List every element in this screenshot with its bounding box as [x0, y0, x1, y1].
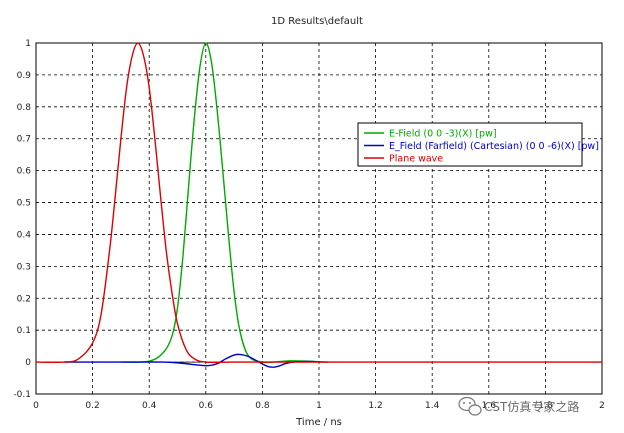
legend-label-3: Plane wave	[389, 154, 443, 165]
x-tick-label: 1.8	[538, 401, 553, 411]
chart-title: 1D Results\default	[271, 16, 363, 27]
watermark-text: CST仿真专家之路	[484, 399, 579, 414]
y-tick-label: 0.1	[17, 326, 31, 336]
y-tick-label: -0.1	[13, 390, 31, 400]
y-tick-label: 0.3	[17, 262, 31, 272]
x-tick-label: 1.2	[368, 401, 382, 411]
y-tick-label: 1	[25, 39, 31, 49]
legend: E-Field (0 0 -3)(X) [pw]E_Field (Farfiel…	[357, 122, 599, 167]
y-tick-label: 0.5	[17, 199, 31, 209]
legend-label-2: E_Field (Farfield) (Cartesian) (0 0 -6)(…	[389, 141, 599, 152]
y-tick-label: 0.9	[17, 71, 32, 81]
watermark: CST仿真专家之路	[458, 396, 579, 416]
plot-area	[35, 42, 603, 395]
x-tick-label: 0.8	[255, 401, 270, 411]
series-group	[35, 42, 602, 368]
x-tick-label: 1	[316, 401, 322, 411]
y-axis-ticks: -0.1 0 0.1 0.2 0.3 0.4 0.5 0.6 0.7 0.8 0.9 1	[13, 39, 31, 400]
y-tick-label: 0.6	[17, 167, 32, 177]
x-axis-label: Time / ns	[295, 417, 342, 428]
y-tick-label: 0.2	[17, 294, 31, 304]
x-tick-label: 1.6	[482, 401, 497, 411]
x-axis-ticks: 0 0.2 0.4 0.6 0.8 1 1.2 1.4 1.6 1.8 2	[33, 401, 605, 411]
y-tick-label: 0.4	[17, 230, 32, 240]
x-tick-label: 1.4	[425, 401, 440, 411]
grid	[36, 43, 602, 394]
x-tick-label: 0.2	[85, 401, 99, 411]
legend-box	[357, 122, 583, 167]
y-tick-label: 0.8	[17, 103, 32, 113]
series-line-3	[35, 42, 602, 364]
legend-label-1: E-Field (0 0 -3)(X) [pw]	[389, 129, 497, 140]
x-tick-label: 0	[33, 401, 39, 411]
x-tick-label: 2	[599, 401, 605, 411]
x-tick-label: 0.4	[142, 401, 157, 411]
y-tick-label: 0.7	[17, 135, 31, 145]
x-tick-label: 0.6	[199, 401, 214, 411]
wechat-icon	[458, 396, 482, 416]
y-tick-label: 0	[25, 358, 31, 368]
